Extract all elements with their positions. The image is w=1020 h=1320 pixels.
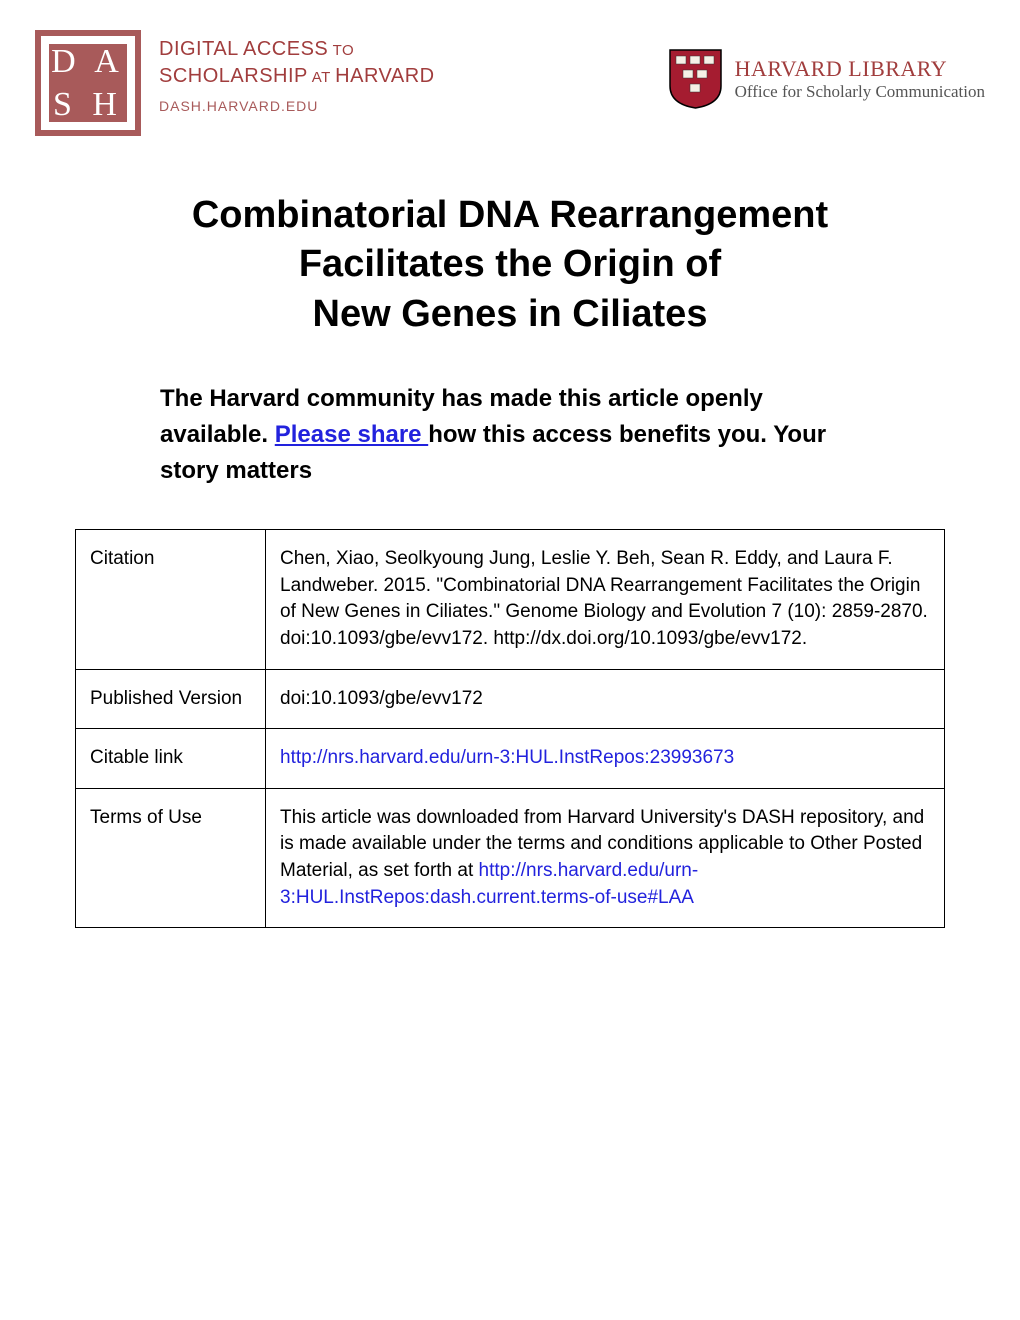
harvard-office-label: Office for Scholarly Communication <box>735 82 985 102</box>
page-header: D A S H DIGITAL ACCESS TO SCHOLARSHIP AT… <box>35 30 985 136</box>
dash-tagline-2b: AT <box>308 69 335 86</box>
table-row: Citable link http://nrs.harvard.edu/urn-… <box>76 729 945 789</box>
dash-tagline-2a: SCHOLARSHIP <box>159 65 308 87</box>
table-row: Published Version doi:10.1093/gbe/evv172 <box>76 669 945 729</box>
title-line-3: New Genes in Ciliates <box>313 293 708 335</box>
dash-tagline-2: SCHOLARSHIP AT HARVARD <box>159 65 435 88</box>
table-row: Citation Chen, Xiao, Seolkyoung Jung, Le… <box>76 530 945 669</box>
dash-logo-bottom: S H <box>53 86 123 123</box>
citable-link[interactable]: http://nrs.harvard.edu/urn-3:HUL.InstRep… <box>280 747 734 768</box>
open-access-statement: The Harvard community has made this arti… <box>160 381 860 489</box>
harvard-text-block: HARVARD LIBRARY Office for Scholarly Com… <box>735 56 985 102</box>
title-line-2: Facilitates the Origin of <box>299 243 721 285</box>
harvard-shield-icon <box>668 48 723 110</box>
dash-logo: D A S H <box>35 30 141 136</box>
table-row: Terms of Use This article was downloaded… <box>76 788 945 927</box>
metadata-table: Citation Chen, Xiao, Seolkyoung Jung, Le… <box>75 529 945 928</box>
please-share-link[interactable]: Please share <box>275 421 428 448</box>
citable-link-label: Citable link <box>76 729 266 789</box>
citation-value: Chen, Xiao, Seolkyoung Jung, Leslie Y. B… <box>266 530 945 669</box>
dash-branding: D A S H DIGITAL ACCESS TO SCHOLARSHIP AT… <box>35 30 435 136</box>
dash-text-block: DIGITAL ACCESS TO SCHOLARSHIP AT HARVARD… <box>159 30 435 114</box>
dash-tagline-1a: DIGITAL ACCESS <box>159 38 328 60</box>
citation-label: Citation <box>76 530 266 669</box>
dash-logo-top: D A <box>51 43 125 80</box>
title-line-1: Combinatorial DNA Rearrangement <box>192 194 828 236</box>
terms-value: This article was downloaded from Harvard… <box>266 788 945 927</box>
citable-link-value: http://nrs.harvard.edu/urn-3:HUL.InstRep… <box>266 729 945 789</box>
article-title: Combinatorial DNA Rearrangement Facilita… <box>35 191 985 339</box>
harvard-branding: HARVARD LIBRARY Office for Scholarly Com… <box>668 30 985 110</box>
published-version-value: doi:10.1093/gbe/evv172 <box>266 669 945 729</box>
dash-tagline-1: DIGITAL ACCESS TO <box>159 38 435 61</box>
published-version-label: Published Version <box>76 669 266 729</box>
harvard-library-label: HARVARD LIBRARY <box>735 56 985 82</box>
dash-url: DASH.HARVARD.EDU <box>159 98 435 114</box>
terms-label: Terms of Use <box>76 788 266 927</box>
dash-tagline-1b: TO <box>328 42 354 59</box>
dash-tagline-2c: HARVARD <box>335 65 434 87</box>
